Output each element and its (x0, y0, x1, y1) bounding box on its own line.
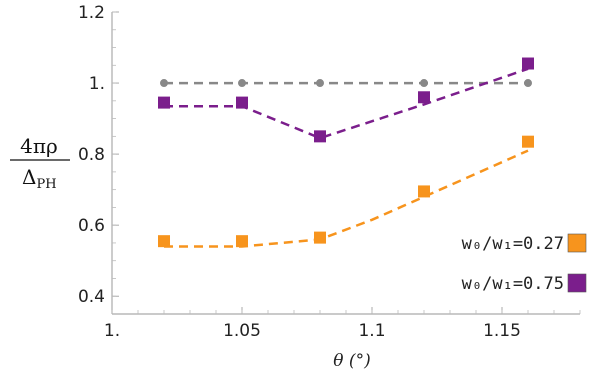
data-point (158, 96, 170, 109)
data-point (314, 231, 326, 244)
axes (111, 12, 580, 315)
data-point (522, 57, 534, 70)
x-axis-label: θ (°) (333, 351, 370, 371)
x-tick-label: 1.1 (358, 321, 385, 341)
data-point (524, 79, 532, 88)
series-layer (158, 57, 534, 248)
series-0 (160, 79, 532, 88)
legend-label: w₀/w₁=0.75 (462, 274, 564, 294)
data-point (236, 96, 248, 109)
x-tick-label: 1. (104, 321, 120, 341)
data-point (522, 135, 534, 148)
data-point (420, 79, 428, 88)
data-point (236, 235, 248, 248)
data-point (418, 185, 430, 198)
legend-swatch (567, 273, 587, 293)
y-tick-label: 0.8 (78, 145, 105, 165)
y-tick-label: 1. (89, 74, 105, 94)
y-label-denominator: ΔPH (22, 165, 57, 192)
data-point (160, 79, 168, 88)
legend-swatch (567, 233, 587, 253)
legend-label: w₀/w₁=0.27 (462, 234, 564, 254)
y-label-denominator-main: Δ (22, 165, 36, 189)
x-tick-label: 1.05 (223, 321, 261, 341)
series-fit-line (164, 149, 529, 248)
data-point (316, 79, 324, 88)
ticks: 0.4 0.6 0.8 1. 1.2 1. 1.05 1.1 1.15 (78, 3, 581, 341)
series-1 (158, 57, 534, 143)
y-tick-label: 0.4 (78, 287, 105, 307)
data-point (238, 79, 246, 88)
y-label-numerator: 4πρ (20, 134, 58, 158)
data-point (314, 130, 326, 143)
y-tick-label: 1.2 (78, 3, 105, 23)
series-fit-line (164, 67, 529, 140)
data-point (158, 235, 170, 248)
series-2 (158, 135, 534, 248)
y-tick-label: 0.6 (78, 216, 105, 236)
x-tick-label: 1.15 (483, 321, 521, 341)
y-label-denominator-subscript: PH (36, 177, 56, 192)
y-axis-label: 4πρ ΔPH (10, 134, 70, 192)
legend: w₀/w₁=0.27 w₀/w₁=0.75 (462, 233, 587, 294)
data-point (418, 91, 430, 104)
